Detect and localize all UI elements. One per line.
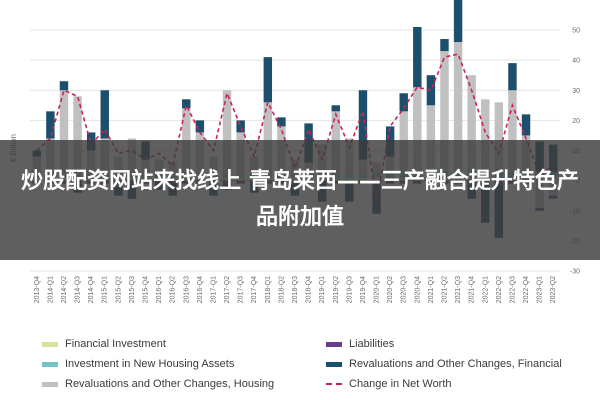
x-tick-label: 2016-Q2	[170, 276, 177, 303]
bar-reval-financial	[508, 63, 517, 91]
bar-reval-housing	[481, 99, 490, 172]
x-tick-label: 2020-Q3	[401, 276, 408, 303]
legend-item-net-worth: Change in Net Worth	[326, 378, 452, 390]
x-tick-label: 2014-Q4	[88, 276, 95, 303]
x-tick-label: 2019-Q1	[319, 276, 326, 303]
legend-swatch-dashed	[326, 383, 342, 385]
bar-reval-financial	[195, 120, 205, 133]
x-tick-label: 2022-Q4	[523, 276, 530, 303]
x-tick-label: 2018-Q2	[278, 276, 285, 303]
legend-label: Investment in New Housing Assets	[65, 358, 235, 370]
x-tick-label: 2014-Q2	[61, 276, 68, 303]
bar-reval-housing	[59, 90, 69, 175]
x-tick-label: 2022-Q3	[509, 276, 516, 303]
x-tick-label: 2018-Q3	[292, 276, 299, 303]
legend-label: Change in Net Worth	[349, 378, 452, 390]
x-tick-labels: 2013-Q4 2014-Q1 2014-Q2 2014-Q3 2014-Q4 2015-…	[34, 276, 557, 303]
y-tick-label: -30	[570, 269, 580, 276]
x-tick-label: 2021-Q3	[455, 276, 462, 303]
legend-label: Revaluations and Other Changes, Financia…	[349, 358, 562, 370]
legend-swatch	[42, 341, 58, 347]
legend-label: Liabilities	[349, 338, 395, 350]
x-tick-label: 2021-Q1	[428, 276, 435, 303]
bar-reval-financial	[453, 0, 463, 43]
bar-reval-financial	[440, 39, 449, 52]
bar-reval-financial	[236, 120, 245, 133]
x-tick-label: 2020-Q4	[414, 276, 421, 303]
y-tick-label: 30	[572, 88, 580, 95]
x-tick-label: 2014-Q1	[47, 276, 54, 303]
x-tick-label: 2021-Q2	[441, 276, 448, 303]
x-tick-label: 2020-Q1	[374, 276, 381, 303]
bar-reval-housing	[508, 90, 517, 172]
bar-reval-financial	[59, 81, 69, 91]
x-tick-label: 2023-Q1	[537, 276, 544, 303]
legend-swatch	[42, 381, 58, 387]
y-tick-label: 20	[572, 118, 580, 125]
legend-item-liabilities: Liabilities	[326, 338, 394, 350]
legend-swatch	[326, 341, 342, 347]
x-tick-label: 2019-Q2	[333, 276, 340, 303]
bar-reval-financial	[331, 105, 340, 112]
y-tick-label: 40	[572, 58, 580, 65]
bar-reval-housing	[222, 90, 232, 175]
x-tick-label: 2014-Q3	[75, 276, 82, 303]
x-tick-label: 2013-Q4	[34, 276, 41, 303]
bar-reval-financial	[521, 114, 531, 136]
x-tick-label: 2022-Q2	[496, 276, 503, 303]
bar-reval-financial	[263, 57, 273, 103]
headline-text: 炒股配资网站来找线上 青岛莱西——三产融合提升特色产品附加值	[21, 169, 579, 230]
x-tick-label: 2019-Q3	[346, 276, 353, 303]
bar-reval-housing	[467, 75, 476, 172]
x-tick-label: 2023-Q2	[550, 276, 557, 303]
legend: Financial Investment Investment in New H…	[0, 332, 600, 400]
headline-overlay: 炒股配资网站来找线上 青岛莱西——三产融合提升特色产品附加值	[0, 140, 600, 260]
x-tick-label: 2018-Q4	[306, 276, 313, 303]
x-tick-label: 2015-Q2	[115, 276, 122, 303]
x-tick-label: 2019-Q4	[360, 276, 367, 303]
x-tick-label: 2017-Q2	[224, 276, 231, 303]
x-tick-label: 2017-Q1	[210, 276, 217, 303]
bar-reval-financial	[46, 111, 55, 139]
bar-reval-financial	[358, 90, 368, 160]
bar-reval-housing	[413, 87, 422, 172]
bar-reval-housing	[426, 105, 436, 172]
legend-item-financial-investment: Financial Investment	[42, 338, 166, 350]
x-tick-label: 2017-Q4	[251, 276, 258, 303]
x-tick-label: 2016-Q3	[183, 276, 190, 303]
bar-reval-financial	[182, 99, 191, 109]
bar-reval-housing	[494, 102, 504, 172]
legend-swatch	[326, 361, 342, 367]
bar-reval-financial	[277, 117, 286, 127]
bar-reval-housing	[453, 42, 463, 172]
bar-reval-financial	[413, 26, 422, 88]
bar-reval-financial	[426, 75, 436, 106]
y-tick-label: 50	[572, 28, 580, 35]
bar-reval-financial	[399, 93, 408, 112]
x-tick-label: 2018-Q1	[265, 276, 272, 303]
x-tick-label: 2021-Q4	[469, 276, 476, 303]
legend-item-reval-financial: Revaluations and Other Changes, Financia…	[326, 358, 562, 370]
x-tick-label: 2017-Q3	[238, 276, 245, 303]
bar-reval-housing	[440, 51, 449, 172]
x-tick-label: 2020-Q2	[387, 276, 394, 303]
legend-label: Financial Investment	[65, 338, 166, 350]
bar-reval-housing	[263, 102, 273, 175]
x-tick-label: 2015-Q3	[129, 276, 136, 303]
legend-item-housing-investment: Investment in New Housing Assets	[42, 358, 234, 370]
bar-reval-financial	[100, 90, 109, 139]
x-tick-label: 2016-Q4	[197, 276, 204, 303]
x-tick-label: 2022-Q1	[482, 276, 489, 303]
x-tick-label: 2016-Q1	[156, 276, 163, 303]
legend-label: Revaluations and Other Changes, Housing	[65, 378, 275, 390]
bar-reval-housing	[73, 96, 82, 175]
x-tick-label: 2015-Q1	[102, 276, 109, 303]
legend-swatch	[42, 361, 58, 367]
x-tick-label: 2015-Q4	[143, 276, 150, 303]
legend-item-reval-housing: Revaluations and Other Changes, Housing	[42, 378, 274, 390]
